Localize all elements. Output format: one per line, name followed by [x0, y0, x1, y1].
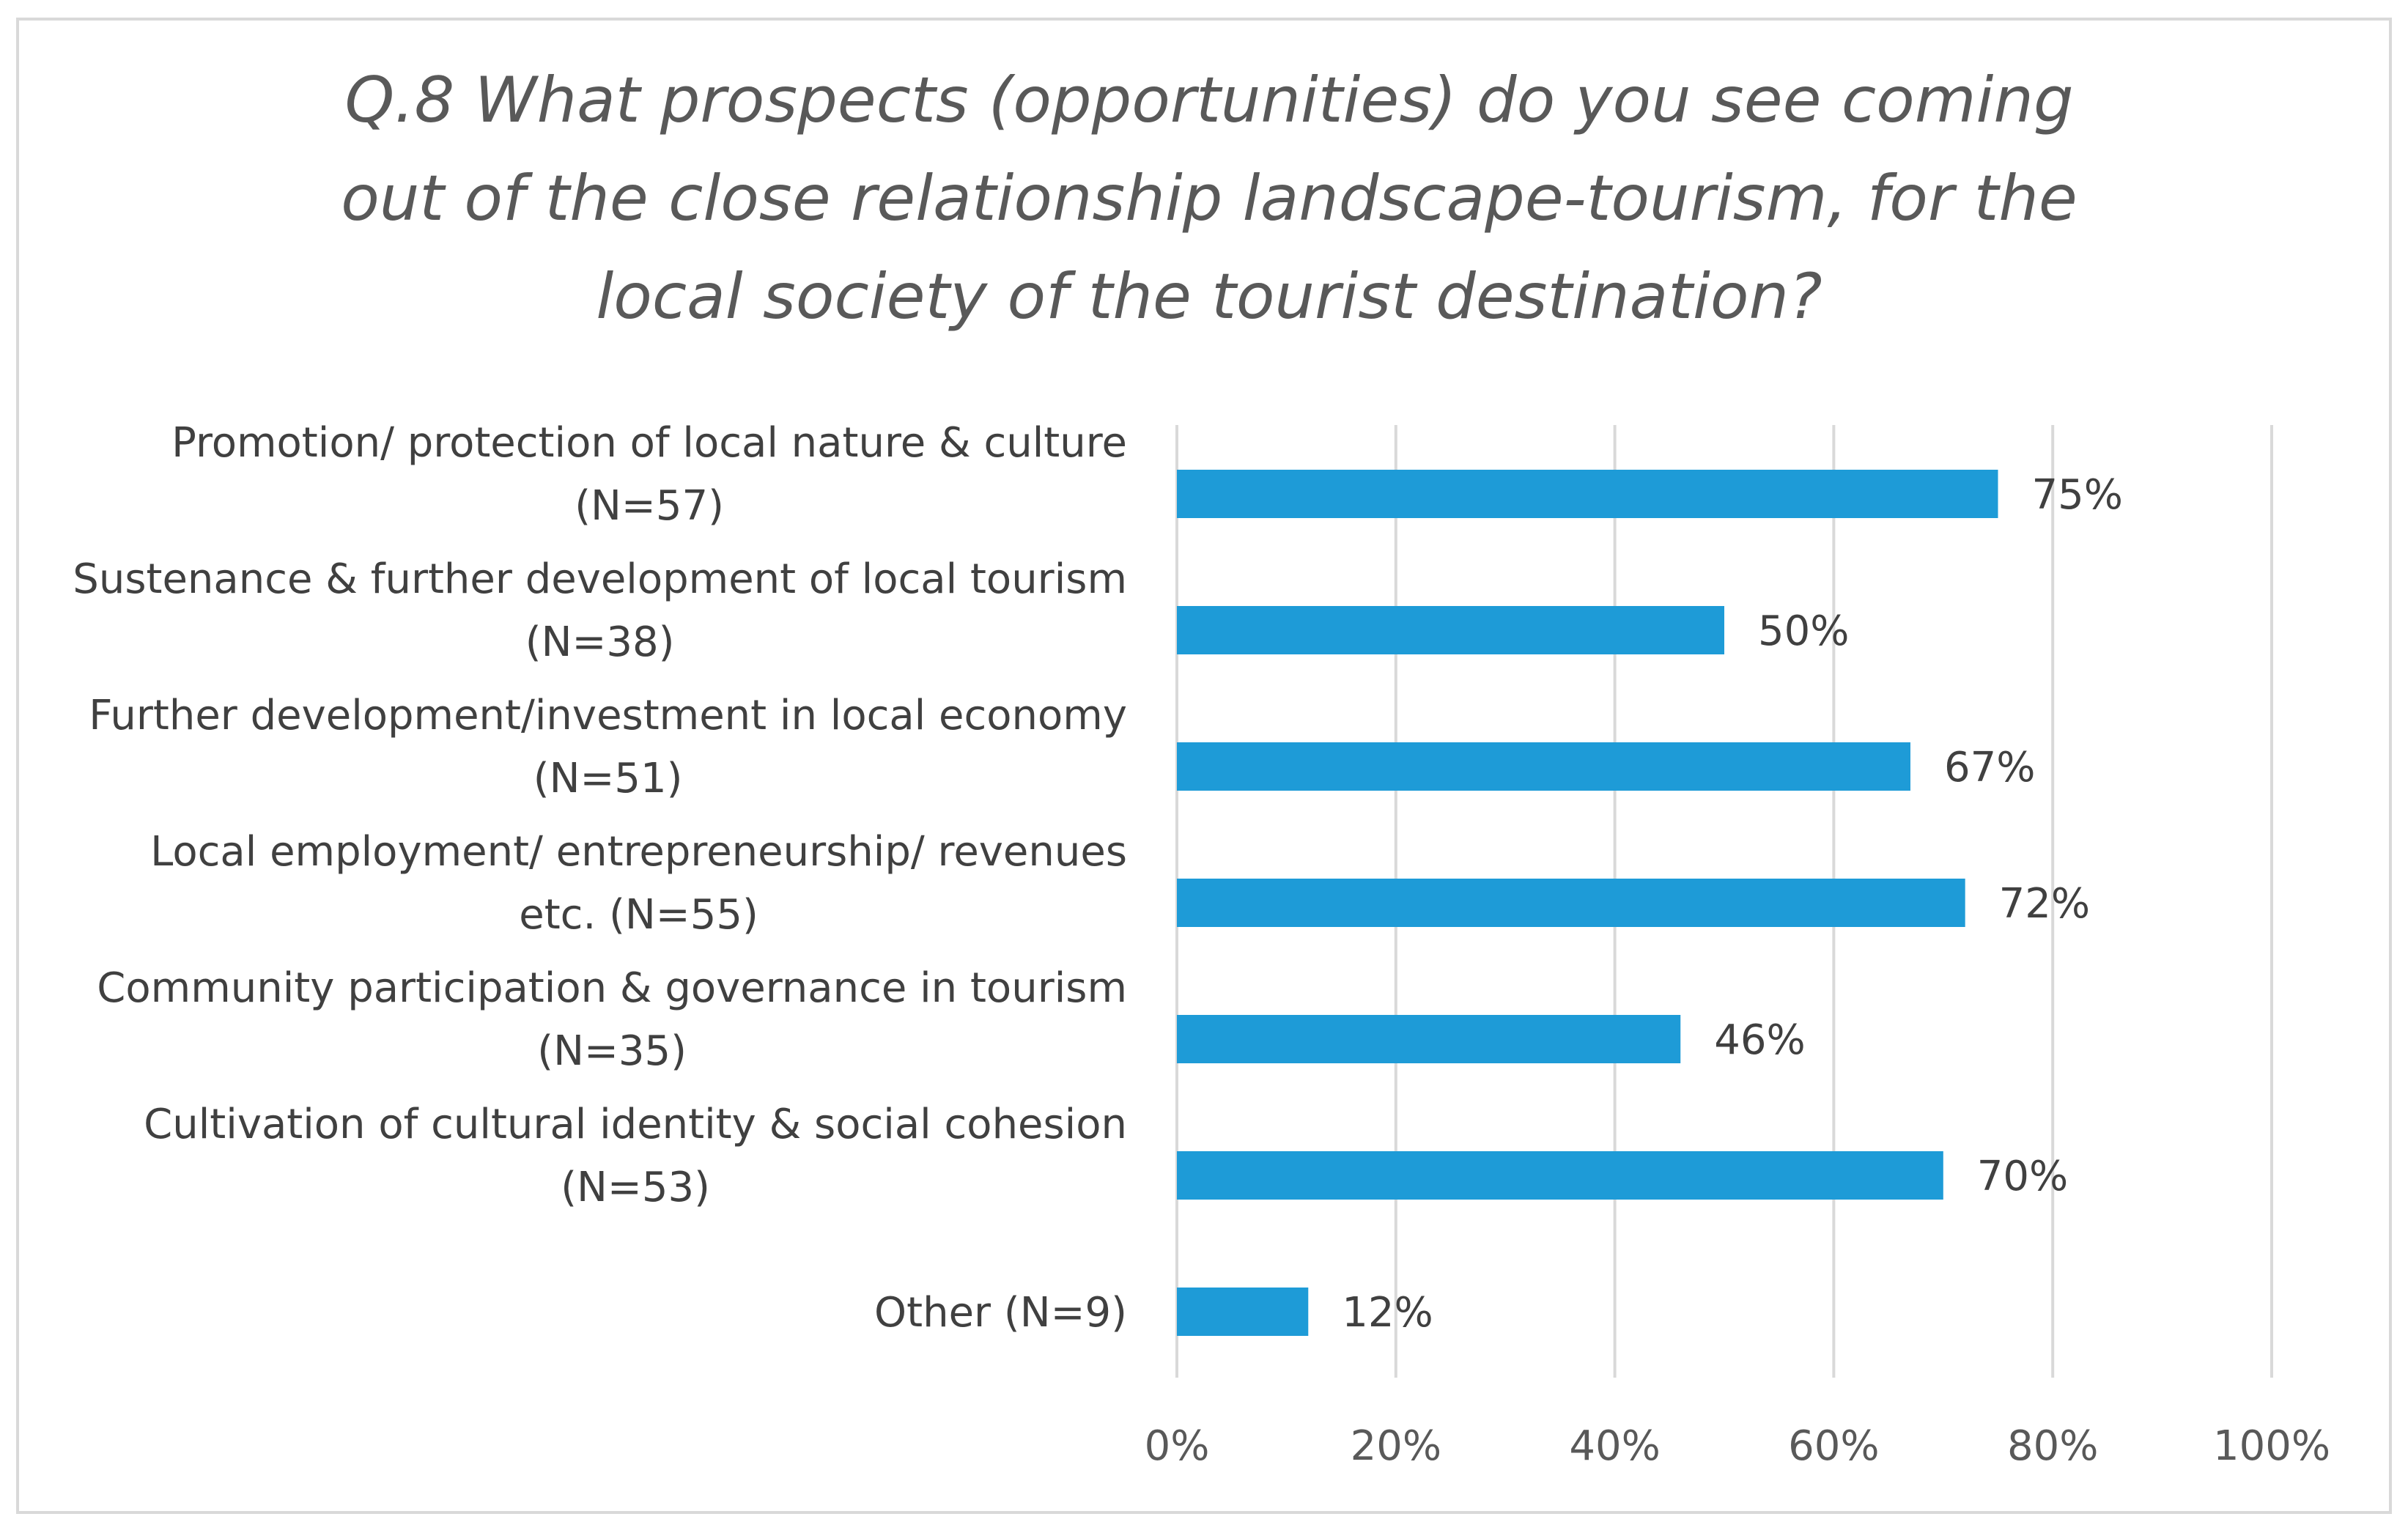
- bar: [1177, 1015, 1681, 1063]
- category-label-sub: (N=53): [561, 1164, 710, 1211]
- data-label: 67%: [1944, 744, 2035, 791]
- value-labels: 75% 50% 67% 72% 46% 70% 12%: [1342, 471, 2123, 1337]
- x-tick-label: 80%: [2007, 1422, 2098, 1470]
- category-label-sub: (N=51): [533, 755, 683, 802]
- category-label: Other (N=9): [874, 1289, 1127, 1337]
- chart-title: Q.8 What prospects (opportunities) do yo…: [147, 51, 2272, 346]
- data-label: 72%: [1999, 880, 2090, 928]
- category-labels: Promotion/ protection of local nature & …: [73, 419, 1127, 1337]
- chart-title-line: local society of the tourist destination…: [596, 260, 1822, 333]
- bar: [1177, 742, 1910, 791]
- category-label: Further development/investment in local …: [89, 692, 1127, 739]
- category-label: Promotion/ protection of local nature & …: [171, 419, 1127, 467]
- category-label-sub: (N=57): [575, 482, 724, 530]
- x-tick-label: 100%: [2213, 1422, 2330, 1470]
- x-tick-label: 20%: [1351, 1422, 1441, 1470]
- bar: [1177, 470, 1998, 518]
- category-label: Sustenance & further development of loca…: [73, 555, 1127, 603]
- x-tick-label: 0%: [1145, 1422, 1210, 1470]
- data-label: 75%: [2032, 471, 2123, 519]
- category-label: Cultivation of cultural identity & socia…: [144, 1101, 1127, 1148]
- chart-title-line: out of the close relationship landscape-…: [341, 162, 2078, 235]
- category-label-sub: (N=35): [537, 1027, 687, 1075]
- bar: [1177, 1288, 1309, 1336]
- x-axis-ticks: 0% 20% 40% 60% 80% 100%: [1145, 1422, 2330, 1470]
- category-label: Community participation & governance in …: [97, 964, 1127, 1012]
- data-label: 70%: [1977, 1153, 2068, 1200]
- data-label: 50%: [1758, 607, 1849, 655]
- bar: [1177, 1151, 1943, 1200]
- bar: [1177, 879, 1965, 927]
- x-tick-label: 60%: [1788, 1422, 1879, 1470]
- category-label: Local employment/ entrepreneurship/ reve…: [150, 828, 1127, 876]
- bars: [1177, 470, 1998, 1336]
- category-label-sub: etc. (N=55): [519, 891, 758, 939]
- x-tick-label: 40%: [1569, 1422, 1660, 1470]
- data-label: 46%: [1714, 1016, 1805, 1064]
- category-label-sub: (N=38): [525, 618, 675, 666]
- chart-title-line: Q.8 What prospects (opportunities) do yo…: [344, 64, 2074, 137]
- bar: [1177, 606, 1724, 654]
- data-label: 12%: [1342, 1289, 1433, 1337]
